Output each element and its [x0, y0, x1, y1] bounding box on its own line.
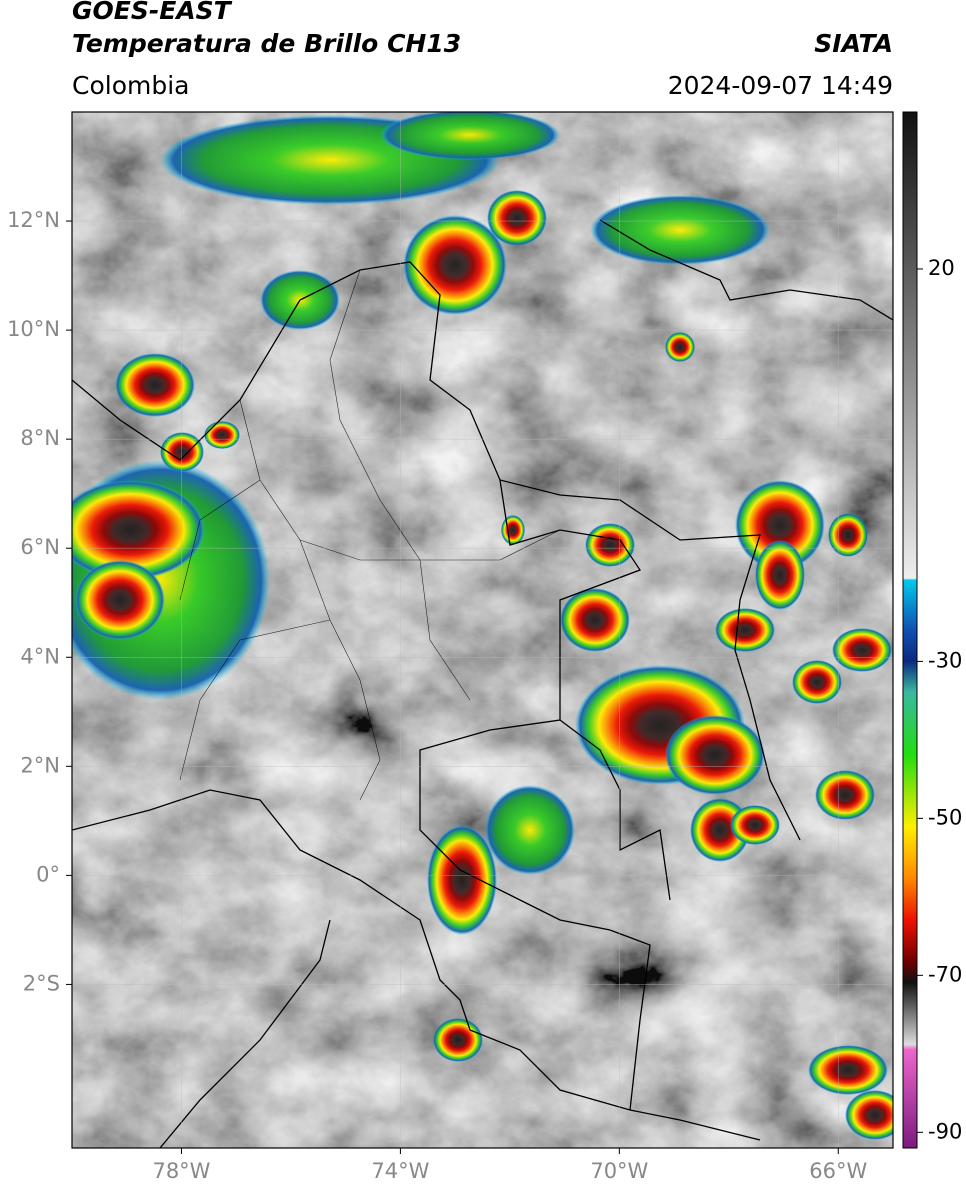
x-tick-label: 66°W — [809, 1159, 867, 1183]
subtitle: Temperatura de Brillo CH13 — [72, 29, 461, 58]
ticks: 78°W 74°W 70°W 66°W 12°N 10°N 8°N 6°N 4°N 2°N 0° 2°… — [7, 208, 962, 1183]
map-frame — [71, 111, 894, 1149]
colorbar-tick-label: -90 — [928, 1119, 962, 1143]
graticule — [72, 112, 893, 1148]
y-tick-label: 6°N — [20, 535, 60, 559]
satellite-image — [72, 112, 893, 1148]
y-tick-label: 12°N — [7, 208, 60, 232]
y-tick-label: 4°N — [20, 644, 60, 668]
y-tick-label: 2°S — [23, 971, 60, 995]
colorbar-tick-label: 20 — [928, 256, 955, 280]
region: Colombia — [72, 71, 189, 100]
y-tick-label: 8°N — [20, 426, 60, 450]
colorbar-tick-label: -70 — [928, 962, 962, 986]
colorbar — [902, 111, 918, 1149]
colorbar-tick-label: -30 — [928, 648, 962, 672]
y-tick-label: 2°N — [20, 753, 60, 777]
title: GOES-EAST — [72, 0, 233, 25]
source: SIATA — [814, 29, 893, 58]
y-tick-label: 0° — [36, 862, 60, 886]
borders — [72, 219, 893, 1148]
colorbar-tick-label: -50 — [928, 805, 962, 829]
x-tick-label: 74°W — [371, 1159, 429, 1183]
x-tick-label: 78°W — [152, 1159, 210, 1183]
x-tick-label: 70°W — [590, 1159, 648, 1183]
datetime: 2024-09-07 14:49 — [668, 71, 893, 100]
y-tick-label: 10°N — [7, 317, 60, 341]
